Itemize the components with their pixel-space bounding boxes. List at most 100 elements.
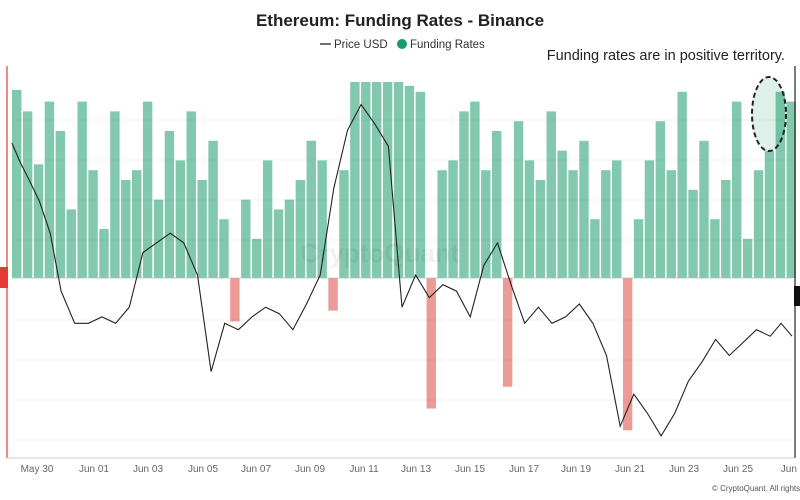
- funding-bar: [546, 111, 556, 279]
- legend-funding-dot-icon: [397, 39, 407, 49]
- funding-bar: [262, 160, 273, 278]
- price-series: [11, 103, 793, 437]
- x-axis-ticks: May 30 Jun 01 Jun 03 Jun 05 Jun 07 Jun 09 Jun …: [21, 464, 800, 475]
- funding-bar: [622, 278, 633, 431]
- funding-bar: [164, 131, 175, 278]
- funding-bars: [12, 82, 796, 431]
- x-tick-label: Jun 09: [295, 464, 325, 475]
- x-tick-label: Jun 2: [781, 464, 800, 475]
- funding-bar: [732, 101, 742, 278]
- funding-bar: [426, 278, 436, 409]
- funding-bar: [633, 219, 644, 278]
- funding-bar: [186, 111, 196, 279]
- funding-bar: [557, 150, 567, 278]
- watermark: CryptoQuant: [301, 238, 460, 268]
- funding-bar: [753, 170, 764, 278]
- x-tick-label: Jun 03: [133, 464, 163, 475]
- annotation-text: Funding rates are in positive territory.: [547, 48, 785, 64]
- funding-bar: [372, 82, 382, 278]
- x-tick-label: Jun 17: [509, 464, 539, 475]
- funding-bar: [132, 170, 142, 278]
- funding-bar: [612, 160, 622, 278]
- x-tick-label: Jun 15: [455, 464, 485, 475]
- funding-bar: [579, 140, 589, 278]
- funding-bar: [448, 160, 458, 278]
- funding-bar: [197, 180, 207, 278]
- funding-bar: [230, 278, 240, 322]
- funding-bar: [742, 238, 753, 278]
- funding-bar: [513, 121, 524, 278]
- funding-bar: [590, 219, 600, 278]
- x-tick-label: Jun 13: [401, 464, 431, 475]
- funding-bar: [295, 180, 306, 278]
- funding-bar: [568, 170, 578, 278]
- funding-bar: [273, 209, 284, 278]
- funding-bar: [33, 164, 44, 278]
- funding-bar: [99, 229, 109, 278]
- funding-bar: [306, 140, 316, 278]
- chart-legend: Price USD Funding Rates: [320, 39, 485, 51]
- funding-bar: [12, 89, 22, 278]
- funding-bar: [470, 101, 480, 278]
- left-axis: [0, 66, 8, 458]
- credit-text: © CryptoQuant. All rights reserved.: [712, 484, 800, 493]
- funding-bar: [459, 111, 469, 279]
- funding-bar: [208, 140, 218, 278]
- x-tick-label: Jun 11: [349, 464, 379, 475]
- x-tick-label: May 30: [21, 464, 54, 475]
- funding-bar: [121, 180, 131, 278]
- funding-bar: [786, 101, 796, 278]
- funding-bar: [481, 170, 491, 278]
- funding-bar: [350, 82, 360, 278]
- x-tick-label: Jun 25: [723, 464, 753, 475]
- funding-bar: [317, 160, 327, 278]
- funding-bar: [252, 238, 262, 278]
- funding-bar: [219, 219, 229, 278]
- funding-bar: [22, 111, 33, 279]
- funding-bar: [699, 140, 709, 278]
- funding-bar: [437, 170, 447, 278]
- x-tick-label: Jun 01: [79, 464, 109, 475]
- funding-bar: [710, 219, 720, 278]
- funding-bar: [66, 209, 76, 278]
- legend-funding-label: Funding Rates: [410, 39, 485, 51]
- funding-bar: [415, 91, 426, 278]
- funding-bar: [524, 160, 535, 278]
- funding-bar: [339, 170, 349, 278]
- funding-bar: [175, 160, 186, 278]
- funding-bar: [404, 85, 415, 278]
- funding-bar: [55, 131, 66, 278]
- funding-bar: [44, 101, 55, 278]
- x-tick-label: Jun 05: [188, 464, 218, 475]
- right-axis: [794, 66, 800, 458]
- funding-bar: [721, 180, 731, 278]
- funding-bar: [284, 199, 295, 278]
- funding-bar: [110, 111, 120, 279]
- left-axis-marker: [0, 267, 8, 288]
- price-line: [11, 103, 793, 437]
- funding-bar: [492, 131, 502, 278]
- funding-bar: [655, 121, 666, 278]
- funding-bar: [601, 170, 611, 278]
- funding-bar: [153, 199, 164, 278]
- funding-bar: [361, 82, 371, 278]
- x-tick-label: Jun 19: [561, 464, 591, 475]
- x-tick-label: Jun 21: [615, 464, 645, 475]
- funding-bar: [666, 170, 676, 278]
- funding-bar: [677, 91, 687, 278]
- funding-bar: [502, 278, 513, 387]
- funding-bar: [142, 101, 153, 278]
- funding-bar: [77, 101, 87, 278]
- funding-bar: [688, 189, 698, 278]
- funding-bar: [382, 82, 393, 278]
- funding-bar: [535, 180, 546, 278]
- funding-bar: [644, 160, 655, 278]
- x-tick-label: Jun 07: [241, 464, 271, 475]
- funding-bar: [241, 199, 251, 278]
- funding-bar: [764, 150, 775, 278]
- funding-bar: [775, 91, 786, 278]
- funding-bar: [328, 278, 338, 311]
- right-axis-marker: [794, 286, 800, 306]
- x-tick-label: Jun 23: [669, 464, 699, 475]
